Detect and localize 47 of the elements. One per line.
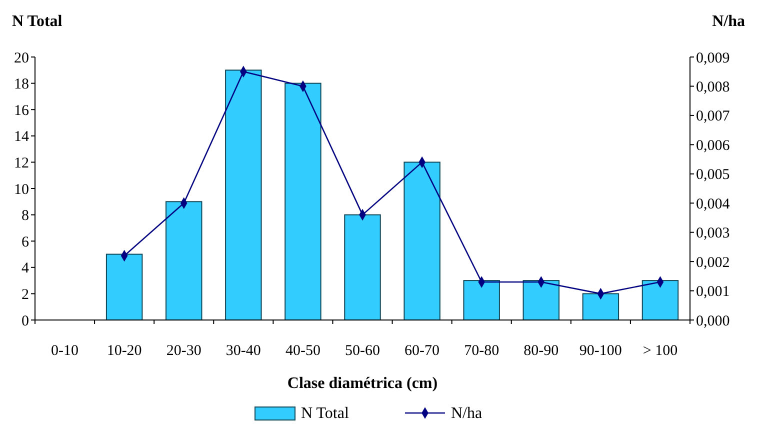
y2-tick-label: 0,002 xyxy=(696,254,730,271)
bar xyxy=(642,280,679,320)
y2-tick-label: 0,001 xyxy=(696,284,730,300)
y-axis-title: N Total xyxy=(12,13,63,30)
x-tick-label: 10-20 xyxy=(106,343,142,359)
y2-axis-title: N/ha xyxy=(712,13,745,30)
bar xyxy=(225,70,262,320)
y-tick-label: 6 xyxy=(22,234,30,250)
bar xyxy=(582,293,620,320)
y2-tick-label: 0,008 xyxy=(696,79,730,96)
y-tick-label: 8 xyxy=(22,208,29,224)
x-tick-label: 20-30 xyxy=(166,343,202,359)
bar xyxy=(166,201,202,320)
x-tick-label: 40-50 xyxy=(285,343,320,359)
y2-tick-label: 0,000 xyxy=(696,313,730,330)
x-tick-label: 30-40 xyxy=(226,343,261,359)
y-tick-label: 10 xyxy=(14,182,29,198)
y2-tick-label: 0,006 xyxy=(696,138,730,154)
y-tick-label: 16 xyxy=(14,102,30,119)
bar xyxy=(106,254,143,320)
x-tick-label: 70-80 xyxy=(464,343,500,359)
x-tick-label: 50-60 xyxy=(345,343,380,359)
y-tick-label: 12 xyxy=(14,155,29,172)
y-tick-label: 2 xyxy=(22,286,29,303)
y-tick-label: 18 xyxy=(14,76,29,93)
y-tick-label: 4 xyxy=(22,260,30,277)
y2-tick-label: 0,007 xyxy=(696,108,730,125)
legend-label: N Total xyxy=(301,405,350,422)
bar xyxy=(404,162,440,320)
x-tick-label: > 100 xyxy=(642,343,678,359)
legend-label: N/ha xyxy=(451,405,482,422)
y-tick-label: 0 xyxy=(22,313,29,330)
bar xyxy=(463,280,500,320)
x-tick-label: 80-90 xyxy=(524,343,559,359)
x-tick-label: 60-70 xyxy=(404,343,440,359)
x-tick-label: 0-10 xyxy=(51,343,79,359)
bar xyxy=(344,214,381,320)
y2-tick-label: 0,009 xyxy=(696,50,730,66)
bar xyxy=(284,82,322,320)
y-tick-label: 20 xyxy=(14,50,29,66)
y2-tick-label: 0,005 xyxy=(696,167,730,184)
bar xyxy=(522,280,560,320)
x-axis-title: Clase diamétrica (cm) xyxy=(287,375,438,392)
y2-tick-label: 0,003 xyxy=(696,226,730,242)
y-tick-label: 14 xyxy=(14,129,30,146)
x-tick-label: 90-100 xyxy=(579,343,622,359)
y2-tick-label: 0,004 xyxy=(696,196,730,212)
